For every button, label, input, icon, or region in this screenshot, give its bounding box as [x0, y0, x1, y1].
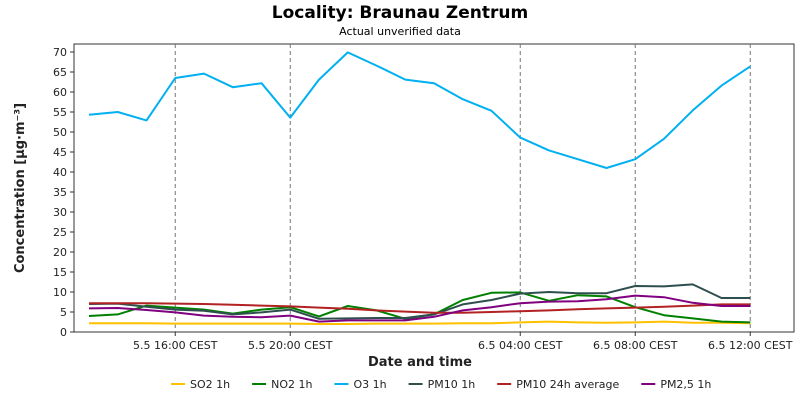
series-line-pm2-5-1h — [88, 294, 751, 323]
legend-item-pm10-1h: PM10 1h — [408, 378, 476, 391]
legend-label: PM10 1h — [428, 378, 476, 391]
legend-label: NO2 1h — [271, 378, 312, 391]
x-axis-title: Date and time — [368, 355, 472, 370]
series-lines — [88, 51, 751, 325]
y-tick-label: 10 — [53, 286, 67, 299]
x-tick-label: 6.5 04:00 CEST — [478, 339, 563, 352]
y-tick-label: 30 — [53, 206, 67, 219]
y-tick-label: 65 — [53, 66, 67, 79]
y-tick-label: 35 — [53, 186, 67, 199]
series-line-so2-1h — [89, 320, 751, 325]
legend-label: SO2 1h — [190, 378, 230, 391]
x-gridlines — [174, 44, 751, 332]
legend-label: PM10 24h average — [516, 378, 619, 391]
y-axis: 0 5 10 15 20 25 30 35 40 45 50 55 60 65 70 — [53, 46, 74, 339]
y-axis-title: Concentration [µg·m⁻³] — [13, 103, 28, 273]
legend-label: PM2,5 1h — [660, 378, 711, 391]
series-line-pm10-1h — [88, 283, 751, 320]
y-tick-label: 20 — [53, 246, 67, 259]
x-tick-label: 5.5 20:00 CEST — [248, 339, 333, 352]
x-tick-label: 5.5 16:00 CEST — [133, 339, 218, 352]
legend-item-no2-1h: NO2 1h — [252, 378, 312, 391]
y-tick-label: 25 — [53, 226, 67, 239]
y-tick-label: 0 — [60, 326, 67, 339]
y-tick-label: 5 — [60, 306, 67, 319]
legend: SO2 1h NO2 1h O3 1h PM10 1h PM10 24h average… — [171, 378, 711, 391]
plot-area: 0 5 10 15 20 25 30 35 40 45 50 55 60 65 70 5.5 16:00 C… — [53, 43, 795, 352]
chart-subtitle: Actual unverified data — [339, 25, 461, 38]
legend-item-so2-1h: SO2 1h — [171, 378, 230, 391]
legend-item-pm2-5-1h: PM2,5 1h — [641, 378, 711, 391]
legend-item-o3-1h: O3 1h — [334, 378, 387, 391]
x-tick-label: 6.5 12:00 CEST — [708, 339, 793, 352]
y-tick-label: 15 — [53, 266, 67, 279]
legend-label: O3 1h — [353, 378, 386, 391]
x-axis: 5.5 16:00 CEST 5.5 20:00 CEST 6.5 04:00 CE… — [133, 332, 793, 352]
y-tick-label: 40 — [53, 166, 67, 179]
plot-frame — [73, 43, 795, 333]
y-tick-label: 70 — [53, 46, 67, 59]
legend-item-pm10-24h-average: PM10 24h average — [497, 378, 620, 391]
series-line-o3-1h — [88, 51, 751, 169]
y-tick-label: 55 — [53, 106, 67, 119]
series-line-pm10-24h-average — [89, 302, 751, 314]
y-tick-label: 45 — [53, 146, 67, 159]
y-tick-label: 60 — [53, 86, 67, 99]
x-tick-label: 6.5 08:00 CEST — [593, 339, 678, 352]
y-tick-label: 50 — [53, 126, 67, 139]
chart-title: Locality: Braunau Zentrum — [272, 3, 528, 23]
